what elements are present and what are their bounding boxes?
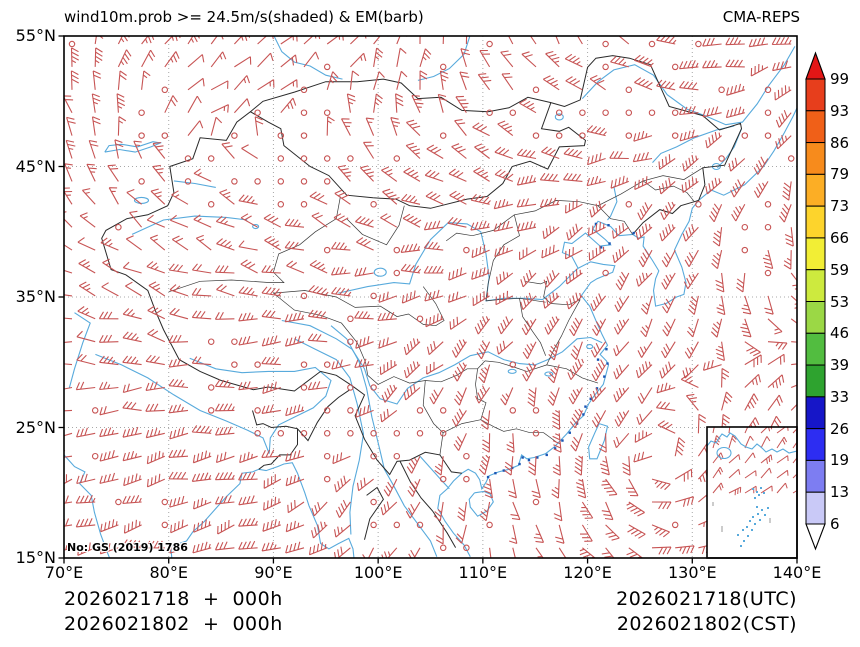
axis-ticks [58,35,798,564]
y-tick-label: 25°N [15,417,56,437]
x-tick-label: 80°E [149,563,188,582]
footer-valid-utc: 2026021718(UTC) [616,588,797,610]
x-tick-label: 90°E [254,563,293,582]
scs-inset [707,427,797,558]
x-tick-label: 100°E [353,563,403,582]
y-tick-label: 45°N [15,156,56,176]
colorbar-tick-label: 59 [830,260,850,279]
page-title: wind10m.prob >= 24.5m/s(shaded) & EM(bar… [64,8,424,26]
province-borders [168,167,703,455]
colorbar-tick-label: 86 [830,133,850,152]
model-label: CMA-REPS [722,8,800,26]
graticule [64,36,797,558]
x-tick-label: 110°E [458,563,508,582]
colorbar-tick-label: 33 [830,387,850,406]
colorbar-tick-label: 39 [830,356,850,375]
colorbar-tick-label: 19 [830,451,850,470]
national-borders [101,55,743,548]
colorbar [805,51,826,551]
colorbar-tick-label: 99 [830,70,850,88]
x-tick-label: 130°E [667,563,717,582]
footer-init-utc-lead: 2026021718 + 000h [64,588,283,610]
colorbar-tick-label: 66 [830,228,850,247]
map-license-note: No: GS (2019) 1786 [67,541,188,554]
y-tick-label: 35°N [15,287,56,306]
x-tick-label: 120°E [563,563,612,582]
footer-valid-cst: 2026021802(CST) [616,613,797,635]
x-tick-label: 140°E [772,563,822,582]
colorbar-tick-label: 73 [830,197,850,216]
colorbar-tick-label: 93 [830,101,850,120]
colorbar-tick-label: 13 [830,483,850,502]
colorbar-tick-label: 79 [830,165,850,184]
colorbar-tick-label: 46 [830,324,850,343]
y-tick-label: 15°N [15,548,56,567]
y-tick-label: 55°N [15,26,56,45]
colorbar-tick-label: 6 [830,515,840,533]
footer-init-cst-lead: 2026021802 + 000h [64,613,283,635]
colorbar-tick-label: 26 [830,419,850,438]
colorbar-tick-label: 53 [830,292,850,311]
x-tick-label: 70°E [44,563,84,582]
